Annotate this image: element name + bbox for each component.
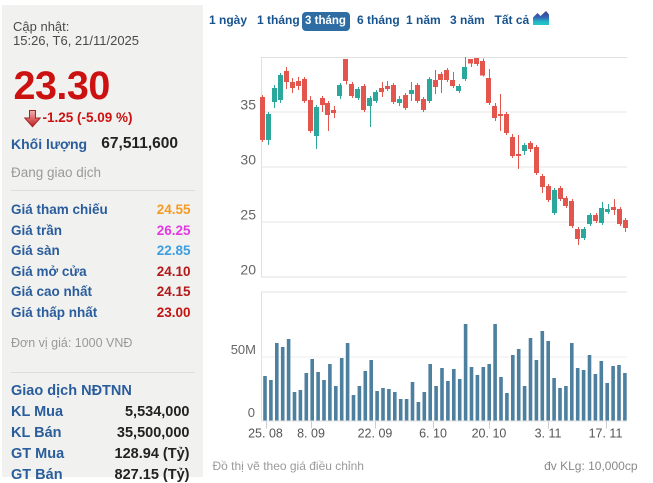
svg-text:Đồ thị vẽ theo giá điều chỉnh: Đồ thị vẽ theo giá điều chỉnh bbox=[213, 459, 364, 473]
svg-text:0: 0 bbox=[248, 405, 255, 420]
svg-text:17. 11: 17. 11 bbox=[589, 427, 623, 441]
svg-text:50M: 50M bbox=[231, 342, 256, 357]
svg-text:30: 30 bbox=[240, 152, 256, 168]
svg-text:đv KLg: 10,000cp: đv KLg: 10,000cp bbox=[544, 459, 638, 473]
svg-text:8. 09: 8. 09 bbox=[297, 427, 325, 441]
svg-text:22. 09: 22. 09 bbox=[358, 427, 393, 441]
svg-text:35: 35 bbox=[240, 97, 256, 113]
svg-text:25: 25 bbox=[240, 207, 256, 223]
svg-text:25. 08: 25. 08 bbox=[248, 427, 283, 441]
svg-text:3. 11: 3. 11 bbox=[535, 427, 562, 441]
svg-text:20: 20 bbox=[240, 262, 256, 278]
svg-text:6. 10: 6. 10 bbox=[419, 427, 447, 441]
svg-text:20. 10: 20. 10 bbox=[472, 427, 507, 441]
